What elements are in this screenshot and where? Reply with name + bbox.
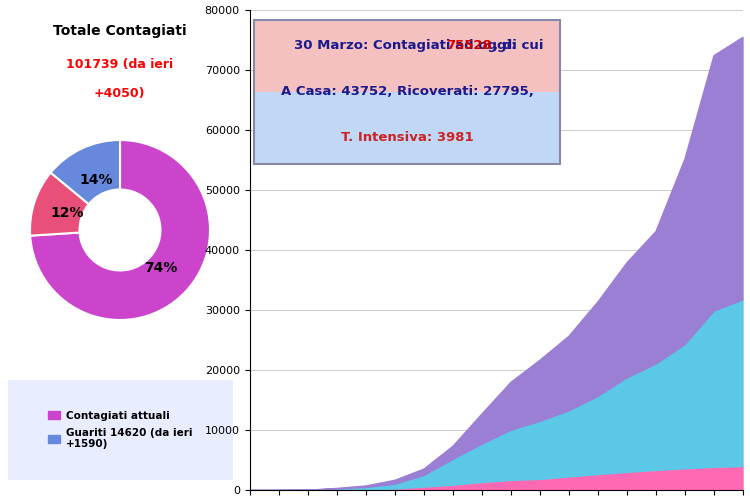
Text: 75528: 75528 (446, 39, 492, 52)
Text: 30 Marzo: Contagiati ad oggi:: 30 Marzo: Contagiati ad oggi: (294, 39, 520, 52)
Text: 101739 (da ieri: 101739 (da ieri (66, 58, 173, 71)
Text: 14%: 14% (80, 172, 113, 186)
Text: 12%: 12% (50, 206, 84, 220)
Text: A Casa: 43752, Ricoverati: 27795,: A Casa: 43752, Ricoverati: 27795, (280, 85, 534, 98)
Wedge shape (30, 140, 210, 320)
Text: , di cui: , di cui (493, 39, 544, 52)
Text: T. Intensiva: 3981: T. Intensiva: 3981 (341, 131, 473, 144)
Legend: Contagiati attuali, Guariti 14620 (da ieri
+1590): Contagiati attuali, Guariti 14620 (da ie… (44, 406, 196, 454)
Wedge shape (51, 140, 120, 204)
FancyBboxPatch shape (254, 20, 560, 92)
Text: +4050): +4050) (94, 87, 146, 100)
FancyBboxPatch shape (3, 378, 237, 482)
Text: 74%: 74% (144, 261, 177, 275)
Wedge shape (30, 172, 88, 236)
Text: Totale Contagiati: Totale Contagiati (53, 24, 186, 38)
FancyBboxPatch shape (254, 92, 560, 164)
